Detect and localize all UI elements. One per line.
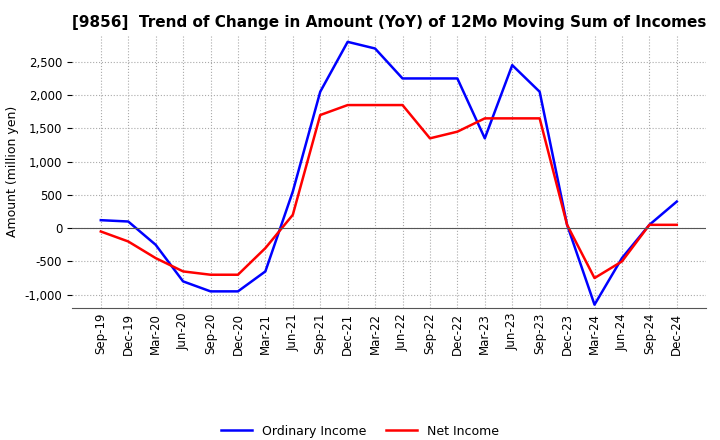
Net Income — [261, 246, 270, 251]
Ordinary Income — [563, 222, 572, 227]
Net Income — [233, 272, 242, 277]
Ordinary Income — [124, 219, 132, 224]
Ordinary Income — [426, 76, 434, 81]
Ordinary Income — [618, 256, 626, 261]
Net Income — [453, 129, 462, 134]
Net Income — [618, 259, 626, 264]
Ordinary Income — [480, 136, 489, 141]
Ordinary Income — [672, 199, 681, 204]
Ordinary Income — [343, 39, 352, 44]
Net Income — [179, 269, 187, 274]
Net Income — [508, 116, 516, 121]
Net Income — [124, 239, 132, 244]
Line: Ordinary Income: Ordinary Income — [101, 42, 677, 304]
Net Income — [206, 272, 215, 277]
Ordinary Income — [261, 269, 270, 274]
Net Income — [645, 222, 654, 227]
Ordinary Income — [289, 189, 297, 194]
Ordinary Income — [398, 76, 407, 81]
Net Income — [480, 116, 489, 121]
Ordinary Income — [536, 89, 544, 95]
Ordinary Income — [179, 279, 187, 284]
Line: Net Income: Net Income — [101, 105, 677, 278]
Net Income — [316, 112, 325, 117]
Net Income — [672, 222, 681, 227]
Title: [9856]  Trend of Change in Amount (YoY) of 12Mo Moving Sum of Incomes: [9856] Trend of Change in Amount (YoY) o… — [71, 15, 706, 30]
Net Income — [563, 222, 572, 227]
Net Income — [371, 103, 379, 108]
Y-axis label: Amount (million yen): Amount (million yen) — [6, 106, 19, 237]
Ordinary Income — [590, 302, 599, 307]
Ordinary Income — [508, 62, 516, 68]
Ordinary Income — [96, 217, 105, 223]
Legend: Ordinary Income, Net Income: Ordinary Income, Net Income — [216, 420, 504, 440]
Ordinary Income — [151, 242, 160, 247]
Net Income — [96, 229, 105, 234]
Ordinary Income — [233, 289, 242, 294]
Net Income — [343, 103, 352, 108]
Net Income — [590, 275, 599, 281]
Ordinary Income — [206, 289, 215, 294]
Net Income — [151, 256, 160, 261]
Ordinary Income — [645, 222, 654, 227]
Net Income — [398, 103, 407, 108]
Net Income — [536, 116, 544, 121]
Ordinary Income — [371, 46, 379, 51]
Ordinary Income — [316, 89, 325, 95]
Ordinary Income — [453, 76, 462, 81]
Net Income — [289, 212, 297, 217]
Net Income — [426, 136, 434, 141]
